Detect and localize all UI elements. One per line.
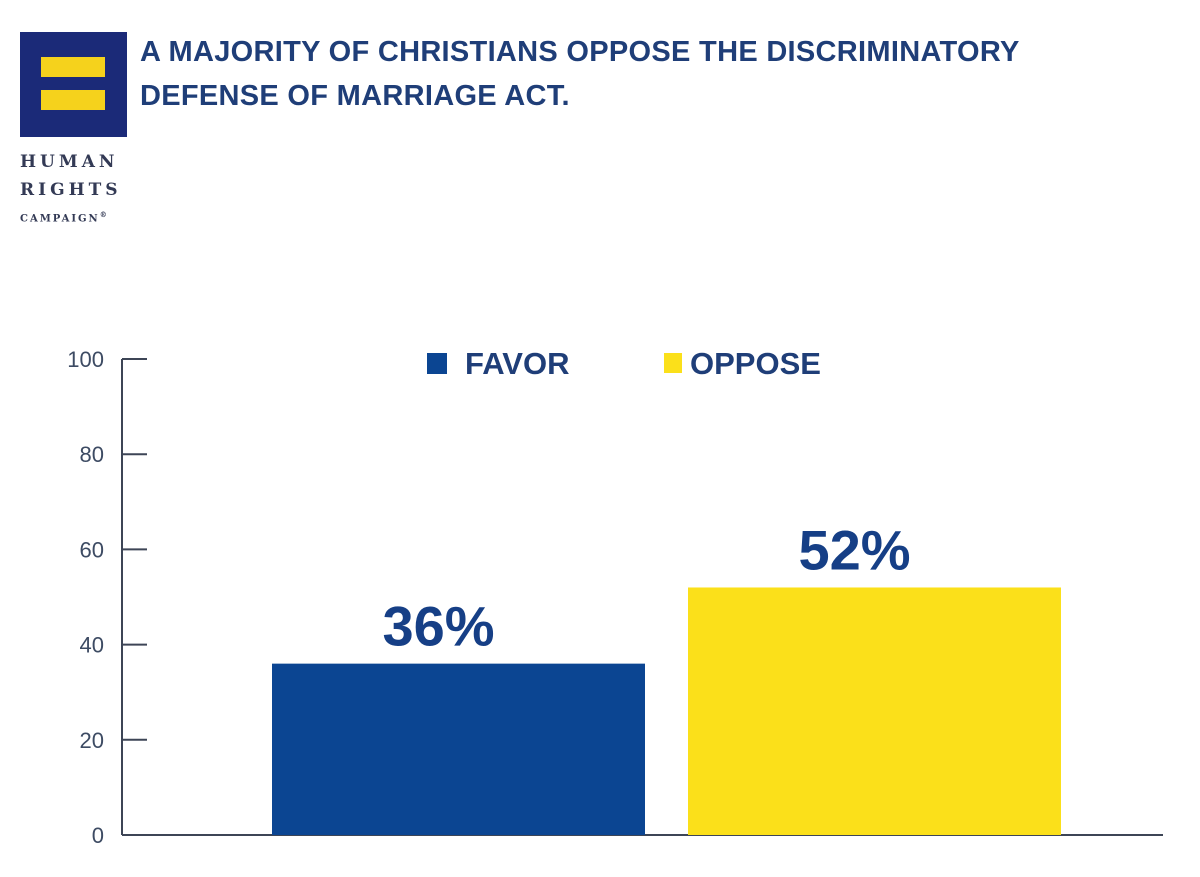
logo-campaign-word: CAMPAIGN — [20, 213, 100, 225]
y-tick-label: 40 — [80, 633, 104, 658]
logo-registered-mark: ® — [99, 210, 109, 219]
y-tick-label: 0 — [92, 823, 104, 848]
value-label: 36% — [382, 595, 494, 658]
legend-swatch-oppose — [664, 353, 682, 373]
title-line-2: DEFENSE OF MARRIAGE ACT. — [140, 80, 570, 112]
bar-oppose — [688, 587, 1061, 835]
legend-label-oppose: OPPOSE — [690, 346, 821, 381]
y-tick-label: 80 — [80, 442, 104, 467]
y-tick-label: 20 — [80, 728, 104, 753]
legend-swatch-favor — [427, 353, 447, 374]
logo-text-campaign: CAMPAIGN® — [20, 210, 109, 224]
value-label: 52% — [798, 518, 910, 581]
legend-label-favor: FAVOR — [465, 346, 570, 381]
logo-equal-bar-top — [41, 57, 105, 77]
y-tick-label: 100 — [67, 347, 104, 372]
logo-text-human: HUMAN — [20, 152, 119, 172]
title-line-1: A MAJORITY OF CHRISTIANS OPPOSE THE DISC… — [140, 36, 1020, 68]
chart-title: A MAJORITY OF CHRISTIANS OPPOSE THE DISC… — [140, 30, 1020, 118]
logo-text-rights: RIGHTS — [20, 180, 122, 200]
logo-equal-bar-bottom — [41, 90, 105, 110]
bar-favor — [272, 663, 645, 835]
hrc-logo — [20, 32, 127, 137]
y-tick-label: 60 — [80, 537, 104, 562]
